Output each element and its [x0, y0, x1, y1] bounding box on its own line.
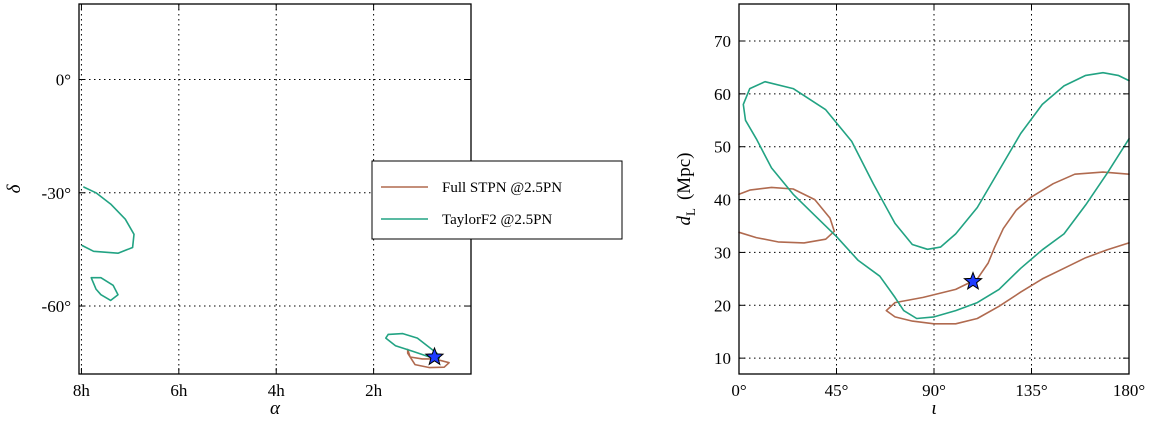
left-contour-taylorf2-2-5pn [90, 276, 119, 302]
left-markers [424, 346, 445, 366]
right-contour-taylorf2-2-5pn [742, 71, 1130, 320]
right-grid [738, 4, 1130, 374]
legend-box [371, 160, 623, 240]
inclination-distance-panel: 0° 45° 90° 135° 180° 10 20 30 40 50 60 70 ι dL (Mpc) [674, 3, 1145, 419]
left-x-tick-label: 2h [365, 381, 383, 400]
legend-label-taylorf2: TaylorF2 @2.5PN [442, 212, 552, 228]
right-x-tick-label: 45° [825, 381, 849, 400]
right-y-axis-label: dL (Mpc) [674, 153, 698, 226]
left-x-tick-label: 6h [170, 381, 188, 400]
right-y-axis-symbol: d [674, 215, 695, 225]
right-y-tick-label: 60 [714, 85, 731, 104]
left-x-tick-label: 8h [73, 381, 91, 400]
right-y-axis-units: (Mpc) [674, 153, 695, 200]
right-injection-star-marker [963, 271, 983, 290]
left-y-axis-label: δ [4, 183, 25, 193]
right-contours [738, 71, 1130, 325]
left-y-tick-label: -30° [42, 184, 71, 203]
left-ticks: 8h 6h 4h 2h 0° -30° -60° [42, 4, 471, 400]
right-y-tick-label: 50 [714, 138, 731, 157]
right-x-tick-label: 180° [1113, 381, 1145, 400]
right-y-tick-label: 70 [714, 32, 731, 51]
right-contour-full-stpn-2-5pn [738, 186, 836, 244]
left-x-tick-label: 4h [268, 381, 286, 400]
left-contour-taylorf2-2-5pn [385, 332, 441, 359]
legend: Full STPN @2.5PN TaylorF2 @2.5PN [371, 160, 623, 240]
right-y-tick-label: 20 [714, 296, 731, 315]
right-ticks: 0° 45° 90° 135° 180° 10 20 30 40 50 60 70 [714, 4, 1145, 400]
left-contours [81, 186, 450, 369]
right-markers [963, 271, 983, 290]
right-y-tick-label: 30 [714, 243, 731, 262]
left-y-tick-label: -60° [42, 297, 71, 316]
left-x-axis-label: α [270, 398, 281, 419]
right-y-tick-label: 10 [714, 349, 731, 368]
left-contour-full-stpn-2-5pn [406, 348, 450, 369]
left-y-tick-label: 0° [56, 71, 71, 90]
legend-label-full-stpn: Full STPN @2.5PN [442, 180, 562, 196]
right-x-axis-label: ι [931, 398, 936, 419]
right-y-axis-subscript: L [683, 208, 698, 216]
right-x-tick-label: 135° [1015, 381, 1047, 400]
right-x-tick-label: 90° [922, 381, 946, 400]
left-contour-taylorf2-2-5pn [81, 186, 135, 254]
right-contour-full-stpn-2-5pn [885, 171, 1130, 325]
right-y-tick-label: 40 [714, 191, 731, 210]
left-injection-star-marker [424, 346, 445, 366]
right-x-tick-label: 0° [731, 381, 746, 400]
